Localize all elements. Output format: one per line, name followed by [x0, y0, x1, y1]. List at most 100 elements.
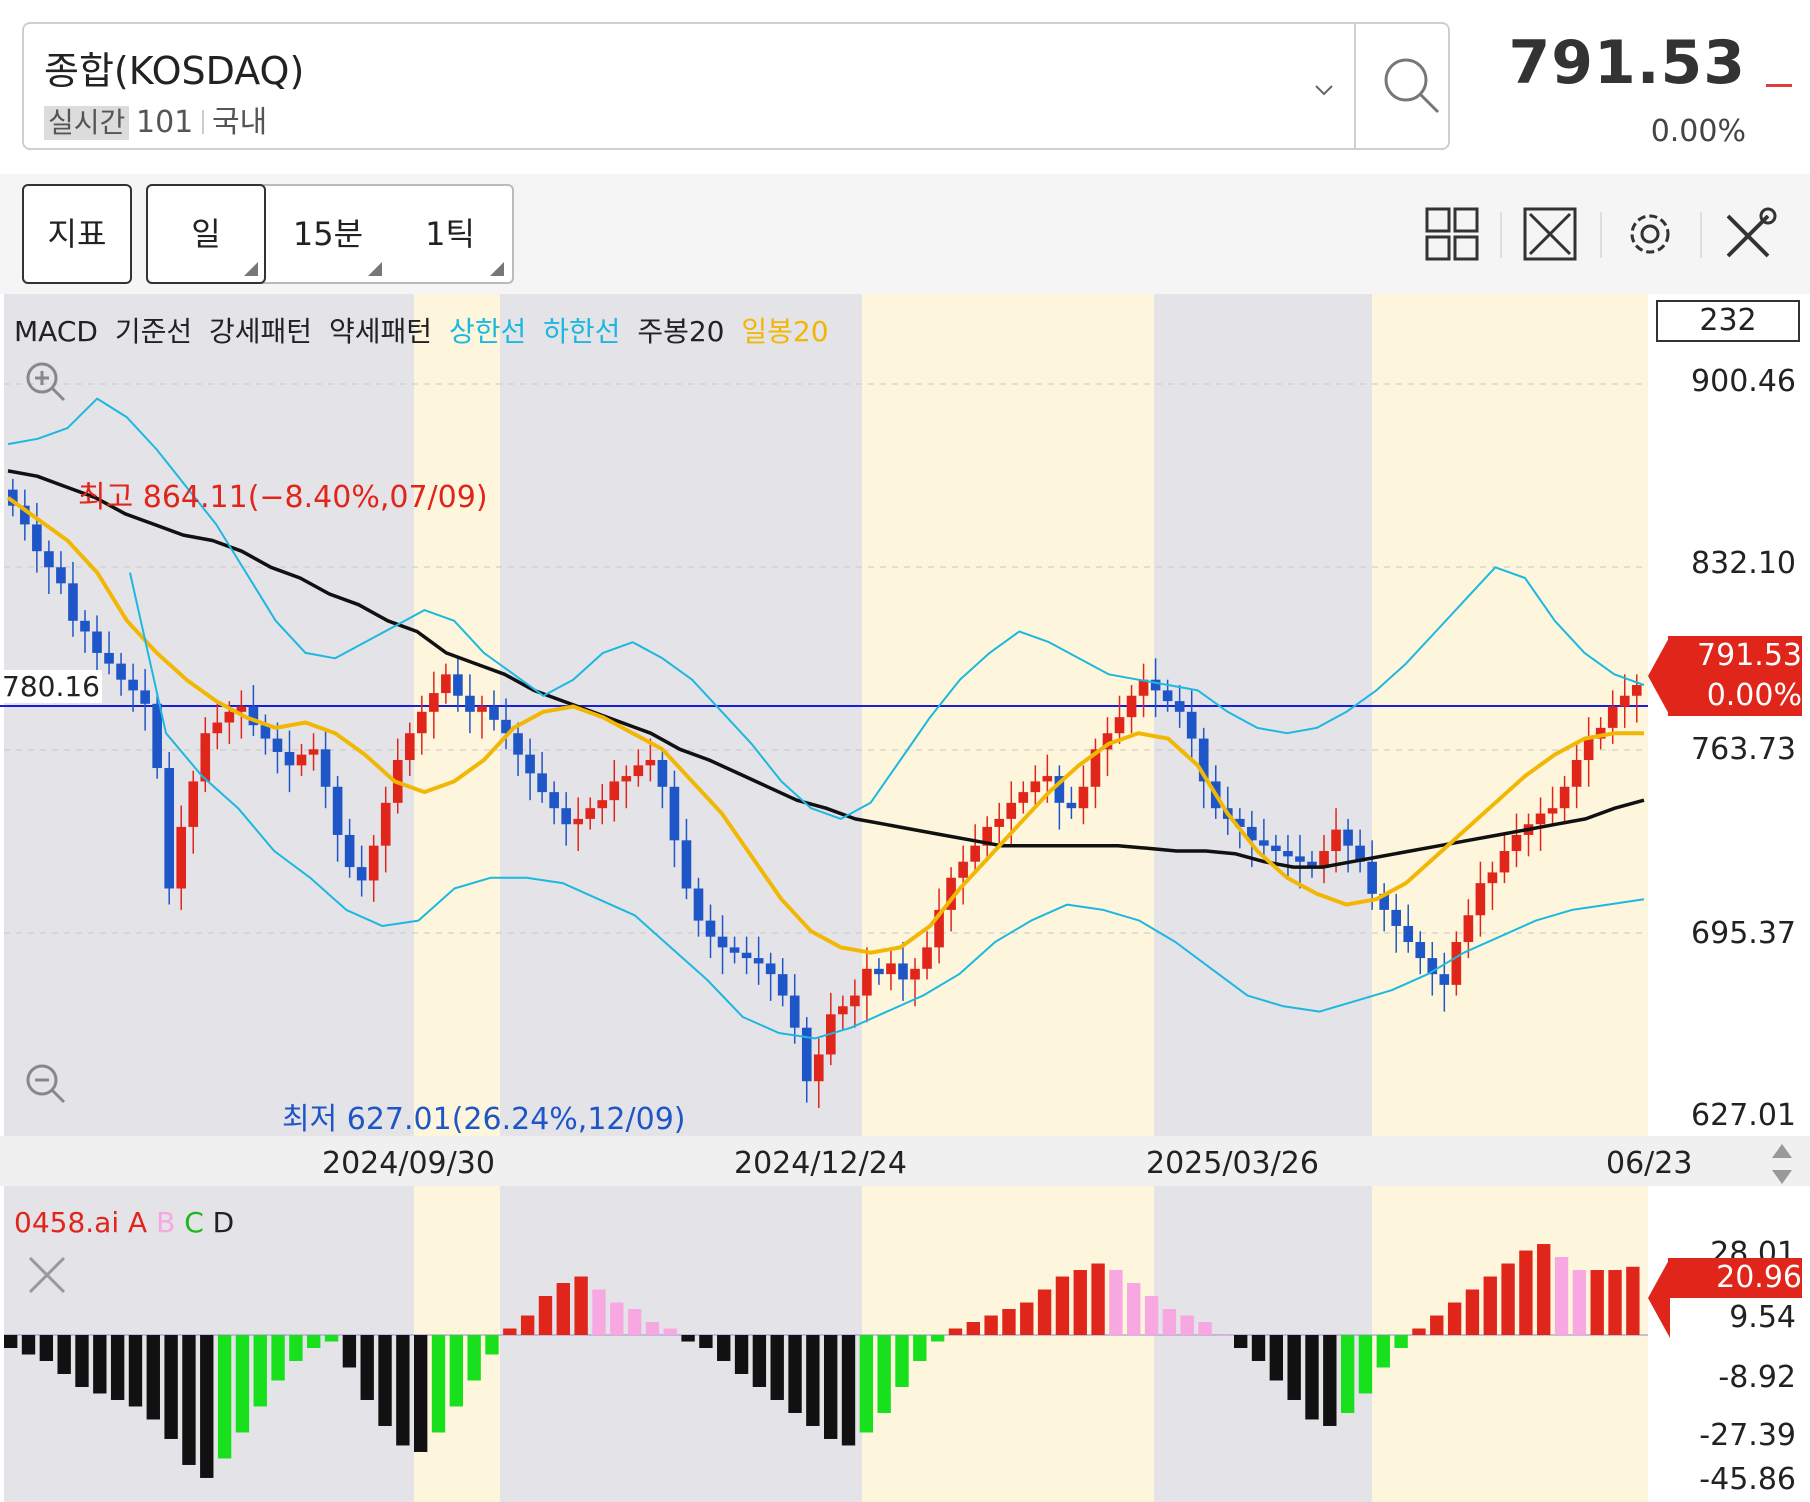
osc-bar: [1144, 1296, 1159, 1336]
indicator-button[interactable]: 지표: [22, 184, 132, 284]
chevron-down-icon[interactable]: [1314, 80, 1334, 100]
candle-body: [813, 1054, 824, 1082]
candle-body: [1150, 679, 1161, 691]
osc-bar: [1376, 1335, 1390, 1368]
osc-bar: [717, 1335, 731, 1361]
shade-band: [500, 294, 862, 1136]
tools-icon[interactable]: [1722, 206, 1778, 262]
osc-bar: [984, 1315, 998, 1336]
candle-body: [1367, 861, 1377, 894]
candle-body: [777, 974, 788, 996]
candle-body: [1042, 776, 1053, 782]
zoom-in-icon[interactable]: [24, 360, 68, 404]
candle-body: [513, 733, 523, 755]
osc-bar: [431, 1335, 446, 1433]
price-chart[interactable]: [0, 294, 1810, 1502]
divider: [1354, 24, 1356, 148]
osc-bar: [289, 1335, 303, 1361]
x-tick: 06/23: [1606, 1146, 1693, 1181]
candle-body: [910, 968, 920, 980]
osc-bar: [1590, 1270, 1604, 1336]
shade-band: [1372, 1186, 1648, 1502]
candle-body: [585, 808, 596, 819]
candle-body: [489, 706, 499, 720]
candle-body: [657, 759, 668, 787]
osc-bar: [806, 1335, 820, 1426]
search-icon[interactable]: [1380, 54, 1444, 118]
osc-bar: [1465, 1289, 1480, 1336]
y-tick: 695.37: [1691, 916, 1796, 951]
osc-bar: [1394, 1335, 1408, 1348]
osc-bar: [1537, 1244, 1551, 1336]
dropdown-corner-icon: [368, 262, 382, 276]
osc-bar: [217, 1335, 232, 1459]
close-icon[interactable]: [26, 1254, 68, 1296]
tab-15min[interactable]: 15분: [268, 186, 388, 282]
x-tick: 2024/12/24: [734, 1146, 907, 1181]
tab-daily-label: 일: [191, 215, 221, 253]
candle-body: [1319, 851, 1329, 868]
candle-body: [1018, 792, 1029, 803]
osc-bar: [1180, 1315, 1194, 1336]
candle-body: [1439, 974, 1450, 985]
gear-icon[interactable]: [1622, 206, 1678, 262]
candle-body: [1619, 695, 1630, 707]
osc-bar: [39, 1335, 54, 1361]
tab-1tick[interactable]: 1틱: [390, 186, 510, 282]
candle-body: [1379, 893, 1389, 910]
dropdown-corner-icon: [244, 262, 258, 276]
osc-bar: [1198, 1322, 1212, 1336]
osc-bar: [1412, 1328, 1426, 1336]
osc-bar: [948, 1328, 963, 1336]
candle-body: [44, 551, 54, 568]
candle-body: [441, 674, 451, 694]
shade-band: [1372, 294, 1648, 1136]
symbol-search-box[interactable]: 종합(KOSDAQ) 실시간 101 국내: [22, 22, 1450, 150]
candle-body: [308, 749, 319, 755]
candle-body: [104, 652, 114, 664]
candle-body: [753, 958, 764, 964]
index-code: 101: [136, 105, 194, 140]
osc-bar: [1430, 1315, 1444, 1336]
osc-bar: [253, 1335, 267, 1407]
candle-body: [1198, 738, 1209, 782]
candle-body: [765, 963, 776, 975]
osc-bar: [235, 1335, 250, 1433]
osc-bar: [360, 1335, 374, 1400]
candle-body: [92, 631, 102, 653]
tab-daily[interactable]: 일: [146, 184, 266, 284]
candle-body: [645, 759, 656, 766]
layout-grid-icon[interactable]: [1424, 206, 1480, 262]
osc-bar: [966, 1322, 980, 1336]
candle-body: [633, 765, 644, 777]
fullscreen-icon[interactable]: [1522, 206, 1578, 262]
zoom-out-icon[interactable]: [24, 1062, 68, 1106]
candle-body: [1295, 856, 1305, 862]
osc-bar: [663, 1328, 677, 1336]
candle-body: [501, 719, 511, 734]
osc-bar: [1554, 1257, 1569, 1336]
candle-body: [729, 947, 740, 953]
candle-body: [1078, 786, 1089, 809]
osc-bar: [164, 1335, 178, 1439]
high-annotation: 최고 864.11(−8.40%,07/09): [78, 480, 488, 515]
osc-bar: [913, 1335, 927, 1361]
candle-body: [188, 781, 199, 827]
axis-scroll-icon[interactable]: [1770, 1140, 1794, 1188]
legend-lower-band: 하한선: [543, 315, 621, 348]
osc-bar: [1340, 1335, 1355, 1413]
osc-bar: [1323, 1335, 1337, 1426]
osc-bar: [1269, 1335, 1284, 1381]
osc-bar: [1234, 1335, 1248, 1348]
osc-bar: [378, 1335, 392, 1426]
visible-count-input[interactable]: 232: [1656, 300, 1800, 342]
candle-body: [561, 808, 571, 825]
candle-body: [621, 776, 632, 782]
candle-body: [1331, 829, 1341, 852]
osc-bar: [1483, 1276, 1497, 1336]
osc-y-tick: -27.39: [1699, 1418, 1796, 1453]
legend-macd: MACD: [14, 315, 98, 348]
candle-body: [1066, 802, 1077, 809]
candle-body: [705, 920, 716, 937]
osc-bar: [877, 1335, 891, 1413]
